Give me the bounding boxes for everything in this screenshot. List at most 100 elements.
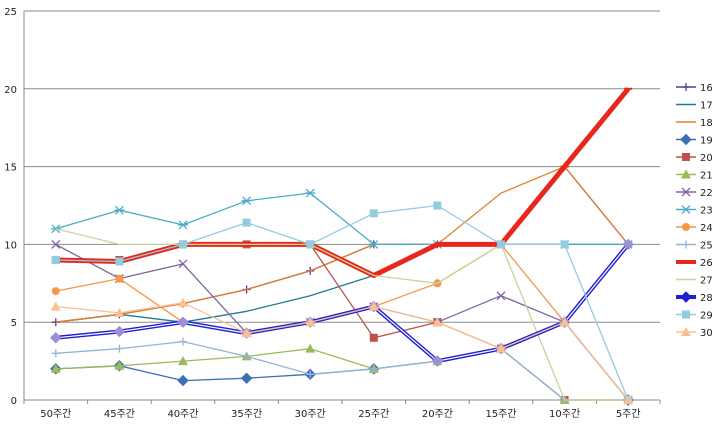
data-point [242, 352, 251, 361]
series-line [55, 321, 629, 401]
x-tick-label: 15주간 [485, 408, 516, 420]
legend-label: 17 [700, 101, 713, 112]
x-tick-label: 5주간 [616, 408, 641, 420]
y-tick-label: 10 [4, 240, 17, 251]
series-30 [50, 297, 634, 404]
series-line [55, 192, 629, 246]
data-point [432, 317, 443, 327]
y-tick-label: 20 [4, 85, 17, 96]
legend-marker [681, 187, 691, 197]
series-29 [51, 201, 633, 404]
series-line [55, 87, 631, 278]
x-tick-label: 35주간 [231, 408, 262, 420]
legend-item: 21 [676, 169, 713, 182]
data-point [305, 188, 316, 198]
x-tick-label: 40주간 [167, 408, 198, 420]
data-point [305, 343, 316, 353]
legend-label: 19 [700, 136, 713, 147]
legend-item: 29 [676, 310, 713, 322]
data-point [178, 297, 188, 307]
legend-item: 28 [676, 291, 713, 304]
legend-item: 30 [676, 327, 713, 339]
legend-item: 26 [676, 258, 713, 269]
legend-label: 29 [700, 311, 713, 322]
data-point [497, 240, 505, 249]
series-lines [50, 87, 634, 406]
data-point [623, 395, 634, 404]
data-point [114, 307, 125, 317]
series-line [55, 302, 629, 401]
legend: 16 17 18 19 20 21 22 23 24 25 26 27 28 29 30 [676, 83, 713, 339]
legend-marker [681, 169, 691, 179]
legend-marker [682, 223, 690, 231]
data-point [114, 205, 125, 215]
data-point [115, 344, 124, 353]
data-point [241, 196, 252, 206]
y-tick-label: 0 [11, 396, 17, 407]
data-point [50, 363, 61, 373]
data-point [306, 240, 315, 249]
data-point [177, 316, 189, 328]
legend-marker [681, 205, 691, 214]
data-point [51, 255, 60, 264]
legend-item: 16 [676, 83, 713, 94]
legend-label: 21 [700, 171, 713, 182]
data-point [51, 287, 60, 296]
series-23 [50, 188, 634, 249]
data-point [179, 240, 187, 249]
x-tick-label: 45주간 [104, 408, 135, 420]
legend-label: 16 [700, 83, 713, 94]
data-point [178, 220, 188, 230]
data-point [433, 201, 442, 210]
legend-label: 30 [700, 328, 713, 339]
data-point [115, 257, 124, 266]
legend-item: 23 [676, 205, 713, 217]
data-point [496, 343, 506, 353]
legend-marker [681, 327, 691, 336]
legend-item: 19 [676, 133, 713, 147]
data-point [368, 239, 379, 249]
legend-marker [680, 133, 692, 146]
x-tick-label: 20주간 [422, 408, 453, 420]
legend-label: 27 [700, 276, 713, 287]
data-point [369, 333, 378, 342]
x-tick-label: 25주간 [358, 408, 389, 420]
data-point [241, 328, 252, 338]
data-point [50, 301, 61, 311]
data-point [242, 218, 251, 227]
y-tick-label: 25 [4, 7, 17, 18]
data-point [179, 337, 187, 346]
legend-item: 18 [676, 118, 713, 129]
legend-label: 28 [700, 293, 713, 304]
legend-marker [682, 83, 690, 91]
series-26 [51, 87, 633, 278]
legend-marker [680, 291, 692, 303]
data-point [240, 372, 253, 384]
legend-item: 24 [676, 223, 713, 234]
legend-label: 22 [700, 188, 713, 199]
data-point [369, 364, 378, 373]
data-point [51, 349, 60, 358]
data-point [114, 360, 125, 370]
legend-label: 18 [700, 118, 713, 129]
data-point [50, 332, 62, 344]
legend-item: 27 [676, 276, 713, 287]
data-point [178, 259, 188, 269]
data-point [368, 301, 379, 311]
series-27 [55, 228, 629, 401]
data-point [496, 291, 506, 301]
legend-item: 20 [676, 153, 713, 164]
legend-item: 25 [676, 240, 713, 252]
x-tick-label: 10주간 [549, 408, 580, 420]
legend-label: 24 [700, 223, 713, 234]
y-axis-ticks: 0 5 10 15 20 25 [4, 7, 17, 407]
data-point [305, 317, 316, 327]
data-point [178, 356, 188, 366]
data-point [559, 317, 570, 327]
data-point [177, 374, 189, 387]
legend-label: 26 [700, 258, 713, 269]
x-tick-label: 30주간 [295, 408, 326, 420]
data-point [51, 239, 61, 249]
legend-label: 20 [700, 153, 713, 164]
